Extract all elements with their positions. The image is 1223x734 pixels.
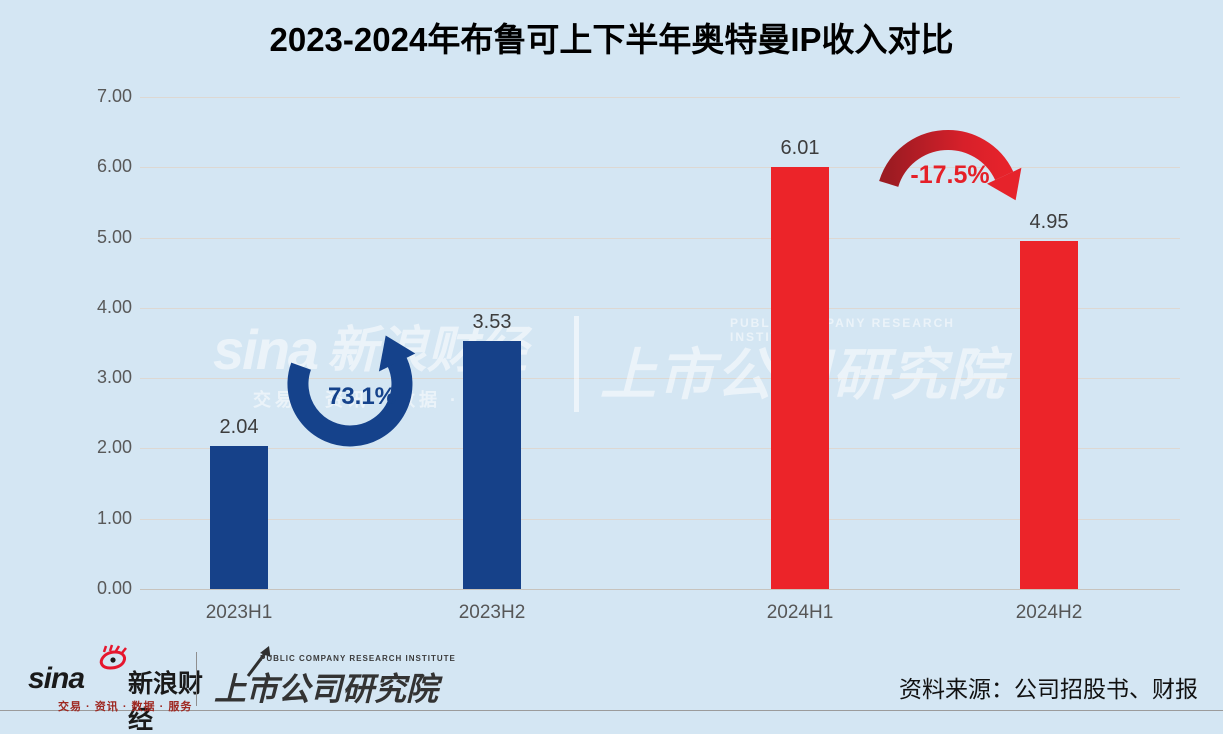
footer-separator: [0, 710, 1223, 711]
value-label-2024H2: 4.95: [1029, 211, 1069, 234]
pcri-arrow-icon: [246, 646, 271, 677]
y-tick-label: 0.00: [96, 578, 132, 598]
sina-tagline: 交易 · 资讯 · 数据 · 服务: [58, 701, 193, 713]
sina-finance-logo: sina 新浪财经 交易 · 资讯 · 数据 · 服务: [28, 644, 206, 734]
bar-2024H1: [771, 166, 829, 589]
bar-2023H1: [210, 445, 268, 589]
gridline-2.00: [140, 448, 1180, 450]
footer: sina 新浪财经 交易 · 资讯 · 数据 · 服务 PUBLIC COMPA…: [0, 640, 1223, 734]
gridline-6.00: [140, 167, 1180, 169]
data-source-note: 资料来源：公司招股书、财报: [899, 676, 1198, 702]
y-tick-label: 6.00: [96, 156, 132, 177]
x-tick-2024H1: 2024H1: [766, 602, 834, 623]
y-tick-label: 5.00: [96, 226, 132, 247]
decline-arrow-icon: [879, 130, 1022, 201]
gridline-1.00: [140, 518, 1180, 520]
y-tick-label: 4.00: [96, 296, 132, 317]
gridline-4.00: [140, 307, 1180, 309]
pcri-logo-cn: 上市公司研究院: [214, 671, 439, 707]
value-label-2024H1: 6.01: [780, 136, 820, 159]
y-tick-label: 3.00: [96, 367, 132, 388]
gridline-7.00: [140, 97, 1180, 98]
bar-2023H2: [463, 340, 521, 589]
value-label-2023H1: 2.04: [219, 415, 259, 438]
footer-logo-divider: [196, 652, 197, 706]
x-tick-2023H1: 2023H1: [205, 602, 273, 623]
x-tick-2023H2: 2023H2: [458, 602, 526, 623]
gridline-5.00: [140, 237, 1180, 239]
gridline-0.00: [140, 589, 1180, 590]
sina-flame-icon: [99, 644, 127, 670]
gridline-3.00: [140, 378, 1180, 380]
bar-2024H2: [1020, 241, 1078, 589]
y-tick-label: 2.00: [96, 437, 132, 458]
growth-percent-label: 73.1%: [327, 383, 397, 410]
y-tick-label: 1.00: [96, 507, 132, 528]
value-label-2023H2: 3.53: [472, 310, 512, 333]
growth-arrow-icon: [287, 335, 416, 447]
y-tick-label: 7.00: [96, 86, 132, 106]
x-tick-2024H2: 2024H2: [1015, 602, 1083, 623]
sina-wordmark: sina: [28, 662, 85, 695]
chart-title: 2023-2024年布鲁可上下半年奥特曼IP收入对比: [269, 21, 954, 58]
decline-percent-label: -17.5%: [910, 161, 990, 189]
sina-finance-cn: 新浪财经: [128, 670, 204, 734]
pcri-logo-en: PUBLIC COMPANY RESEARCH INSTITUTE: [260, 654, 456, 663]
pcri-logo: PUBLIC COMPANY RESEARCH INSTITUTE 上市公司研究…: [212, 646, 455, 710]
